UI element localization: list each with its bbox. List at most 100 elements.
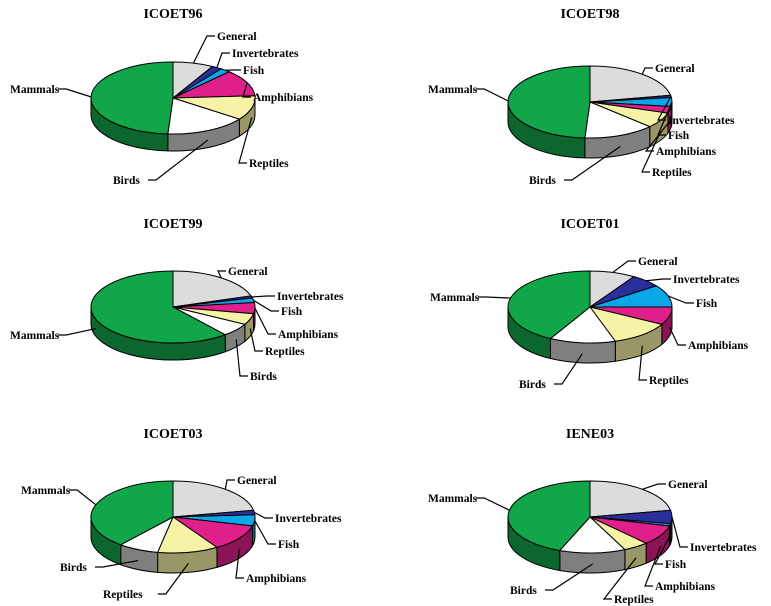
slice-label-mammals: Mammals [430,292,480,304]
slice-label-invertebrates: Invertebrates [690,542,757,554]
leader-line-birds [554,353,583,385]
leader-line-reptiles [638,345,647,381]
slice-label-birds: Birds [113,175,140,187]
slice-label-reptiles: Reptiles [249,158,289,170]
leader-line-birds [564,145,621,181]
slice-label-mammals: Mammals [428,493,478,505]
pie-chart-icoet98: ICOET98 General Invertebrates Fish Amphibian… [428,7,735,187]
slice-label-general: General [638,256,678,268]
slice-label-birds: Birds [250,371,277,383]
leader-line-mammals [476,88,509,102]
leader-line-birds [148,139,209,181]
slice-label-amphibians: Amphibians [253,92,314,104]
leader-line-amphibians [668,326,686,346]
leader-line-general [224,479,235,490]
slice-label-mammals: Mammals [10,84,60,96]
leader-line-reptiles [602,557,637,600]
slice-label-invertebrates: Invertebrates [668,115,735,127]
slice-label-invertebrates: Invertebrates [277,291,344,303]
leader-line-general [642,483,666,490]
chart-title: ICOET03 [143,427,202,442]
leader-line-reptiles [157,563,189,595]
chart-title: ICOET98 [560,7,619,22]
slice-label-fish: Fish [278,539,300,551]
chart-title: ICOET01 [560,217,619,232]
leader-line-mammals [69,489,97,506]
slice-label-reptiles: Reptiles [265,346,305,358]
leader-line-birds [545,563,593,591]
pie-chart-icoet96: ICOET96 General Invertebrates Fish Amphibian… [10,7,314,187]
chart-title: IENE03 [566,427,614,442]
leader-line-invertebrates [646,278,671,282]
slice-label-amphibians: Amphibians [246,573,307,585]
slice-label-invertebrates: Invertebrates [275,513,342,525]
slice-label-birds: Birds [529,175,556,187]
leader-line-fish [254,520,276,545]
slice-label-reptiles: Reptiles [103,589,143,601]
leader-line-mammals [478,296,511,299]
slice-label-fish: Fish [665,559,687,571]
pie-chart-icoet03: ICOET03 General Invertebrates Fish Amphibian… [21,427,342,601]
leader-line-invertebrates [251,295,275,298]
leader-line-amphibians [242,82,251,98]
slice-label-general: General [217,31,257,43]
slice-label-reptiles: Reptiles [652,167,692,179]
slice-label-amphibians: Amphibians [655,581,716,593]
slice-reptiles [156,516,219,554]
slice-birds [549,306,617,344]
leader-line-reptiles [641,131,662,173]
leader-line-fish [253,299,279,312]
leader-line-fish [667,295,694,304]
slice-reptiles [588,306,663,342]
leader-line-invertebrates [656,96,672,121]
slice-birds [584,101,652,139]
leader-line-reptiles [238,117,253,164]
leader-line-birds [95,559,139,568]
chart-title: ICOET96 [143,7,202,22]
slice-label-fish: Fish [281,306,303,318]
leader-line-general [192,35,215,64]
slice-label-mammals: Mammals [10,330,60,342]
slice-amphibians [172,516,254,548]
leader-line-invertebrates [254,511,273,519]
slice-mammals [507,270,591,340]
slice-label-general: General [237,475,277,487]
leader-line-reptiles [249,328,263,352]
leader-line-general [641,67,653,75]
slice-birds [167,97,241,135]
slice-label-general: General [228,266,268,278]
slice-mammals [507,480,591,552]
slice-mammals [90,480,174,546]
slice-label-invertebrates: Invertebrates [673,274,740,286]
slice-label-fish: Fish [696,298,718,310]
leader-line-invertebrates [216,52,230,68]
leader-line-mammals [476,497,510,511]
leader-line-birds [235,339,248,377]
slice-label-invertebrates: Invertebrates [232,48,299,60]
chart-title: ICOET99 [143,217,202,232]
leader-line-amphibians [644,546,662,587]
leader-line-general [217,270,226,279]
slice-birds [558,516,626,554]
slice-label-amphibians: Amphibians [278,329,339,341]
slice-mammals [90,270,227,344]
slice-label-mammals: Mammals [428,84,478,96]
slice-label-general: General [655,63,695,75]
slice-label-birds: Birds [60,562,87,574]
pie-chart-icoet99: ICOET99 General Invertebrates Fish Amphibian… [10,217,344,383]
leader-line-invertebrates [671,516,688,548]
slice-label-birds: Birds [510,585,537,597]
leader-line-mammals [58,88,92,98]
slice-label-fish: Fish [668,130,690,142]
slice-label-amphibians: Amphibians [688,340,749,352]
leader-line-fish [653,535,671,565]
leader-line-mammals [58,327,96,336]
slice-label-mammals: Mammals [21,485,71,497]
leader-line-general [612,260,636,273]
slice-label-reptiles: Reptiles [614,594,654,606]
pie-chart-icoet01: ICOET01 General Invertebrates Fish Amphibian… [430,217,749,391]
leader-line-amphibians [254,307,276,335]
slice-label-general: General [668,479,708,491]
